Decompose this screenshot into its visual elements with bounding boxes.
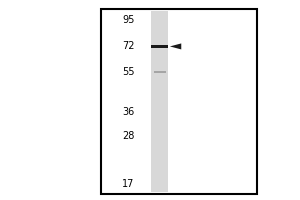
Text: 72: 72: [122, 41, 135, 51]
Text: 28: 28: [122, 131, 135, 141]
Bar: [151, 45, 168, 48]
Text: 55: 55: [122, 67, 135, 77]
Text: 95: 95: [122, 15, 135, 25]
Text: 17: 17: [122, 179, 135, 189]
Text: 36: 36: [123, 107, 135, 117]
Bar: [100, 9, 256, 194]
Polygon shape: [170, 43, 181, 49]
Bar: [154, 71, 166, 73]
Bar: [151, 11, 168, 192]
